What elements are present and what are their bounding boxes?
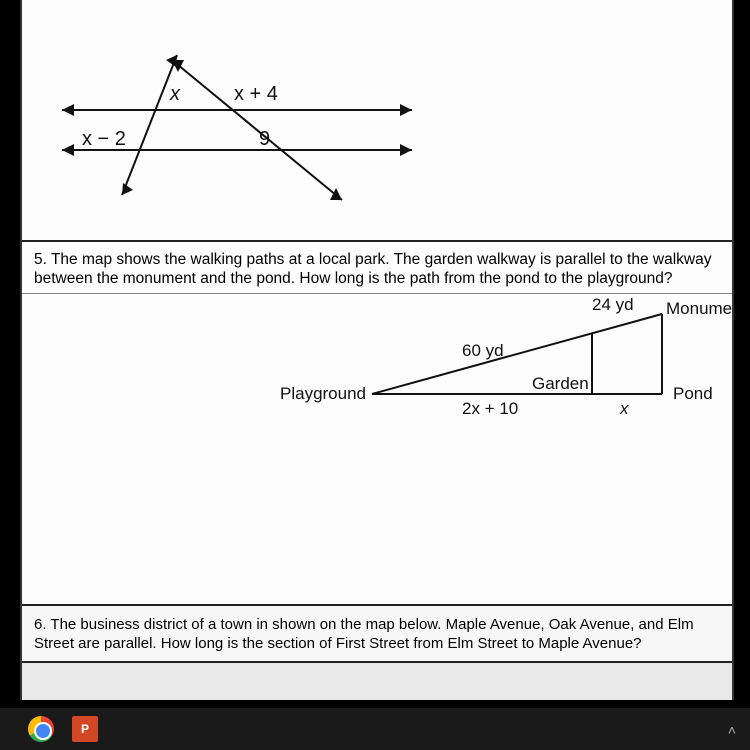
label-nine: 9 <box>259 128 270 150</box>
right-transversal <box>172 60 342 200</box>
arrow-left-upper <box>62 104 74 116</box>
arrow-lt-bot <box>122 183 133 195</box>
tray-caret-icon[interactable]: ˄ <box>728 722 736 738</box>
arrow-rt-bot <box>330 188 342 200</box>
label-24yd: 24 yd <box>592 295 634 314</box>
edge-playground-monument <box>372 314 662 394</box>
label-xplus4: x + 4 <box>234 83 278 105</box>
label-2x10: 2x + 10 <box>462 399 518 418</box>
question5-figure-area: Monument Pond Playground Garden 24 yd 60… <box>22 294 732 604</box>
arrow-right-upper <box>400 104 412 116</box>
left-transversal <box>122 55 177 195</box>
powerpoint-icon[interactable]: P <box>72 716 98 742</box>
label-garden: Garden <box>532 374 589 393</box>
label-x-bottom: x <box>619 399 629 418</box>
question6-prompt: 6. The business district of a town in sh… <box>22 604 732 664</box>
label-playground: Playground <box>280 384 366 403</box>
problem4-figure: x x + 4 x − 2 9 <box>22 0 732 240</box>
label-xminus2: x − 2 <box>82 128 126 150</box>
arrow-rt-top <box>172 60 184 72</box>
label-pond: Pond <box>673 384 713 403</box>
chrome-icon[interactable] <box>28 716 54 742</box>
question5-prompt: 5. The map shows the walking paths at a … <box>22 242 732 294</box>
arrow-right-lower <box>400 144 412 156</box>
arrow-left-lower <box>62 144 74 156</box>
transversal-diagram-svg: x x + 4 x − 2 9 <box>22 0 732 240</box>
label-x: x <box>169 83 181 105</box>
windows-taskbar[interactable]: P <box>0 708 750 750</box>
label-60yd: 60 yd <box>462 341 504 360</box>
triangle-map-svg: Monument Pond Playground Garden 24 yd 60… <box>22 294 732 484</box>
label-monument: Monument <box>666 299 732 318</box>
ppt-label: P <box>81 722 89 736</box>
worksheet-screen: x x + 4 x − 2 9 5. The map shows the wal… <box>20 0 734 700</box>
